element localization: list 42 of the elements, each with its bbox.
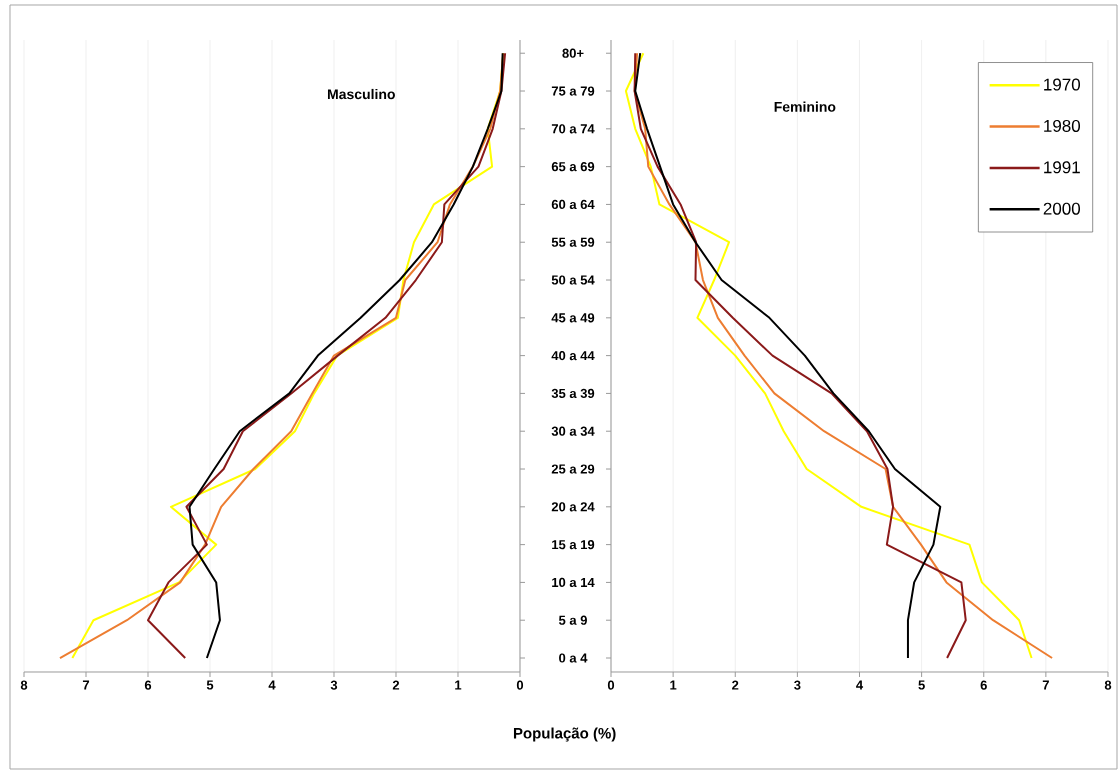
legend-label: 1970 [1044, 78, 1081, 91]
legend-label: 2000 [1043, 202, 1081, 215]
x-tick-label: 8 [1104, 680, 1112, 690]
x-tick-label: 6 [144, 680, 152, 690]
y-tick-label: 0 a 4 [559, 653, 588, 663]
x-tick-label: 0 [607, 680, 615, 690]
x-tick-label: 3 [330, 680, 338, 690]
y-tick-label: 55 a 59 [551, 237, 595, 247]
x-tick-label: 8 [20, 680, 28, 690]
y-tick-label: 10 a 14 [552, 577, 595, 588]
x-tick-label: 5 [206, 680, 214, 690]
x-tick-label: 7 [82, 680, 90, 690]
x-tick-label: 0 [516, 680, 524, 690]
x-tick-label: 4 [856, 680, 864, 690]
x-tick-label: 5 [918, 680, 925, 690]
y-tick-label: 5 a 9 [558, 615, 587, 625]
legend-label: 1980 [1044, 119, 1081, 132]
y-tick-label: 60 a 64 [551, 199, 595, 210]
y-tick-label: 40 a 44 [551, 351, 595, 361]
y-tick-label: 80+ [562, 48, 584, 58]
y-tick-label: 45 a 49 [551, 313, 595, 323]
y-tick-label: 30 a 34 [551, 426, 595, 436]
x-tick-label: 1 [670, 680, 677, 690]
text: Masculino [327, 88, 395, 100]
y-tick-label: 20 a 24 [551, 502, 595, 512]
text: Feminino [774, 101, 836, 112]
x-tick-label: 4 [268, 680, 276, 690]
y-tick-label: 25 a 29 [551, 464, 595, 474]
y-tick-label: 65 a 69 [551, 162, 595, 172]
y-tick-label: 15 a 19 [552, 540, 595, 550]
y-tick-label: 35 a 39 [551, 388, 595, 399]
x-tick-label: 3 [794, 680, 801, 690]
y-tick-label: 75 a 79 [551, 86, 595, 96]
x-tick-label: 2 [732, 680, 739, 690]
legend-label: 1991 [1044, 161, 1080, 174]
y-tick-label: 70 a 74 [551, 124, 595, 134]
x-tick-label: 7 [1042, 680, 1049, 690]
y-tick-label: 50 a 54 [551, 275, 595, 285]
x-axis-title: População (%) [513, 727, 616, 742]
x-tick-label: 6 [980, 680, 987, 690]
x-tick-label: 2 [392, 680, 400, 690]
x-tick-label: 1 [455, 680, 462, 690]
